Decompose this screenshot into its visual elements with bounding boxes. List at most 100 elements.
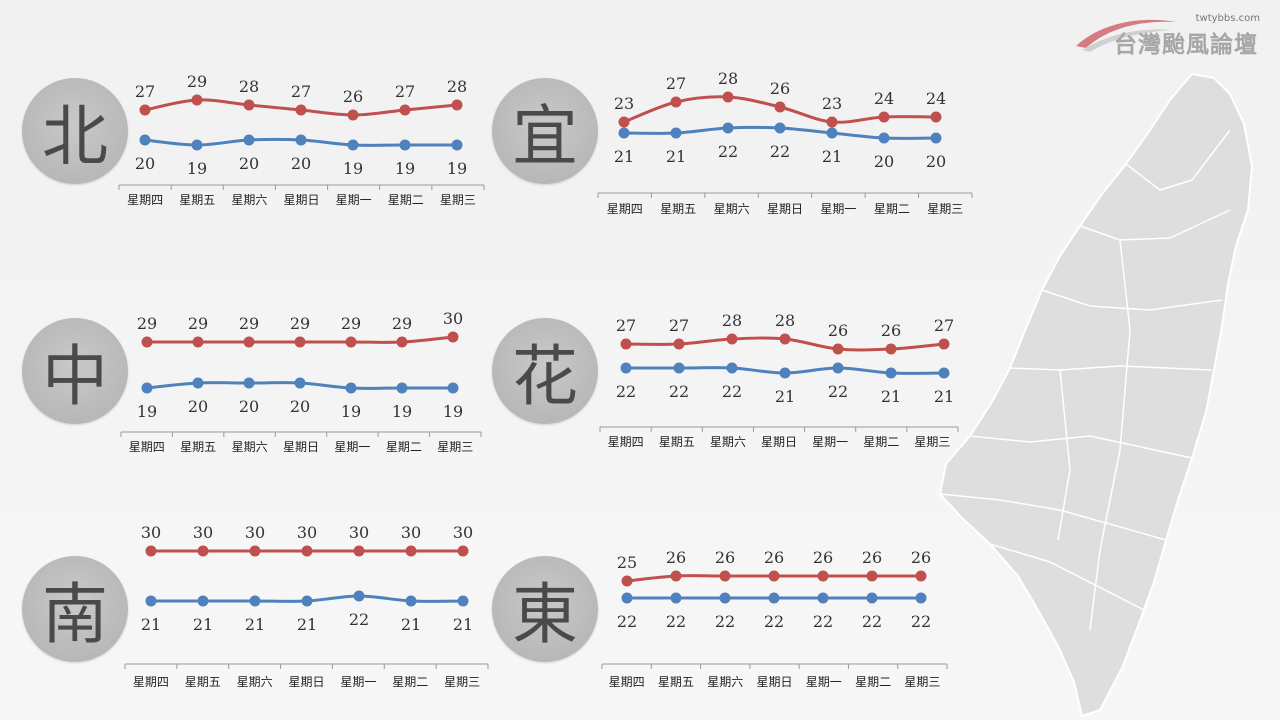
category-label: 星期一: [820, 202, 856, 216]
high-temp-label: 30: [245, 523, 265, 542]
high-temp-point: [826, 116, 838, 128]
high-temp-label: 27: [616, 316, 636, 335]
low-temp-point: [139, 134, 151, 146]
region-label-north: 北: [42, 98, 108, 175]
county-borders: [939, 129, 1231, 631]
category-label: 星期四: [608, 435, 644, 449]
high-temp-label: 27: [666, 74, 686, 93]
low-temp-label: 21: [614, 147, 634, 166]
category-label: 星期四: [609, 675, 645, 689]
category-label: 星期五: [658, 675, 694, 689]
high-temp-point: [670, 570, 682, 582]
low-temp-label: 22: [770, 142, 790, 161]
high-temp-label: 27: [135, 82, 155, 101]
high-temp-point: [938, 338, 950, 350]
high-temp-point: [930, 111, 942, 123]
low-temp-point: [145, 595, 157, 607]
low-temp-label: 22: [862, 612, 882, 631]
brand-logo: twtybbs.com 台灣颱風論壇: [1072, 8, 1272, 58]
high-temp-label: 28: [447, 77, 467, 96]
category-label: 星期六: [710, 435, 746, 449]
category-label: 星期五: [180, 440, 216, 454]
high-temp-point: [405, 545, 417, 557]
taiwan-map: [938, 72, 1254, 718]
low-temp-point: [938, 367, 950, 379]
category-label: 星期一: [340, 675, 376, 689]
high-temp-label: 26: [911, 548, 931, 567]
category-label: 星期日: [283, 193, 319, 207]
category-label: 星期六: [707, 675, 743, 689]
low-temp-label: 22: [911, 612, 931, 631]
low-temp-point: [294, 377, 306, 389]
category-label: 星期三: [927, 202, 963, 216]
low-temp-point: [353, 590, 365, 602]
high-temp-label: 28: [722, 311, 742, 330]
high-temp-point: [878, 111, 890, 123]
high-temp-point: [345, 336, 357, 348]
low-temp-point: [866, 592, 878, 604]
high-temp-point: [353, 545, 365, 557]
low-temp-label: 20: [926, 152, 946, 171]
high-temp-label: 24: [874, 89, 894, 108]
high-temp-point: [621, 575, 633, 587]
low-temp-point: [826, 127, 838, 139]
low-temp-label: 21: [401, 615, 421, 634]
high-temp-point: [399, 104, 411, 116]
high-temp-point: [457, 545, 469, 557]
high-temp-label: 27: [669, 316, 689, 335]
low-temp-label: 20: [874, 152, 894, 171]
high-temp-point: [139, 104, 151, 116]
category-label: 星期二: [855, 675, 891, 689]
low-temp-point: [347, 139, 359, 151]
high-temp-label: 30: [193, 523, 213, 542]
low-temp-label: 20: [188, 397, 208, 416]
low-temp-point: [345, 382, 357, 394]
low-temp-point: [243, 134, 255, 146]
category-label: 星期三: [914, 435, 950, 449]
high-temp-label: 26: [862, 548, 882, 567]
category-label: 星期二: [863, 435, 899, 449]
low-temp-label: 19: [137, 402, 157, 421]
category-label: 星期二: [392, 675, 428, 689]
low-temp-point: [620, 362, 632, 374]
region-circle-south: 南: [22, 556, 128, 662]
high-temp-label: 29: [137, 314, 157, 333]
low-temp-label: 22: [617, 612, 637, 631]
category-label: 星期日: [761, 435, 797, 449]
high-temp-point: [866, 570, 878, 582]
high-temp-label: 26: [813, 548, 833, 567]
high-temp-label: 24: [926, 89, 946, 108]
high-temp-label: 27: [395, 82, 415, 101]
high-temp-label: 30: [297, 523, 317, 542]
low-temp-label: 22: [669, 382, 689, 401]
high-temp-point: [451, 99, 463, 111]
high-temp-label: 27: [934, 316, 954, 335]
category-label: 星期一: [334, 440, 370, 454]
high-temp-label: 26: [715, 548, 735, 567]
region-circle-central: 中: [22, 318, 128, 424]
low-temp-point: [722, 122, 734, 134]
low-temp-point: [673, 362, 685, 374]
high-temp-label: 30: [349, 523, 369, 542]
low-temp-point: [817, 592, 829, 604]
high-temp-point: [915, 570, 927, 582]
high-temp-point: [191, 94, 203, 106]
low-temp-label: 22: [616, 382, 636, 401]
low-temp-label: 19: [395, 159, 415, 178]
high-temp-label: 29: [341, 314, 361, 333]
low-temp-label: 21: [245, 615, 265, 634]
category-label: 星期五: [185, 675, 221, 689]
low-temp-label: 21: [141, 615, 161, 634]
region-label-hualien: 花: [512, 338, 578, 415]
category-label: 星期六: [237, 675, 273, 689]
low-temp-label: 21: [775, 387, 795, 406]
low-temp-point: [396, 382, 408, 394]
high-temp-label: 30: [401, 523, 421, 542]
low-temp-label: 20: [291, 154, 311, 173]
region-label-central: 中: [42, 338, 108, 415]
low-temp-label: 22: [715, 612, 735, 631]
category-label: 星期一: [812, 435, 848, 449]
